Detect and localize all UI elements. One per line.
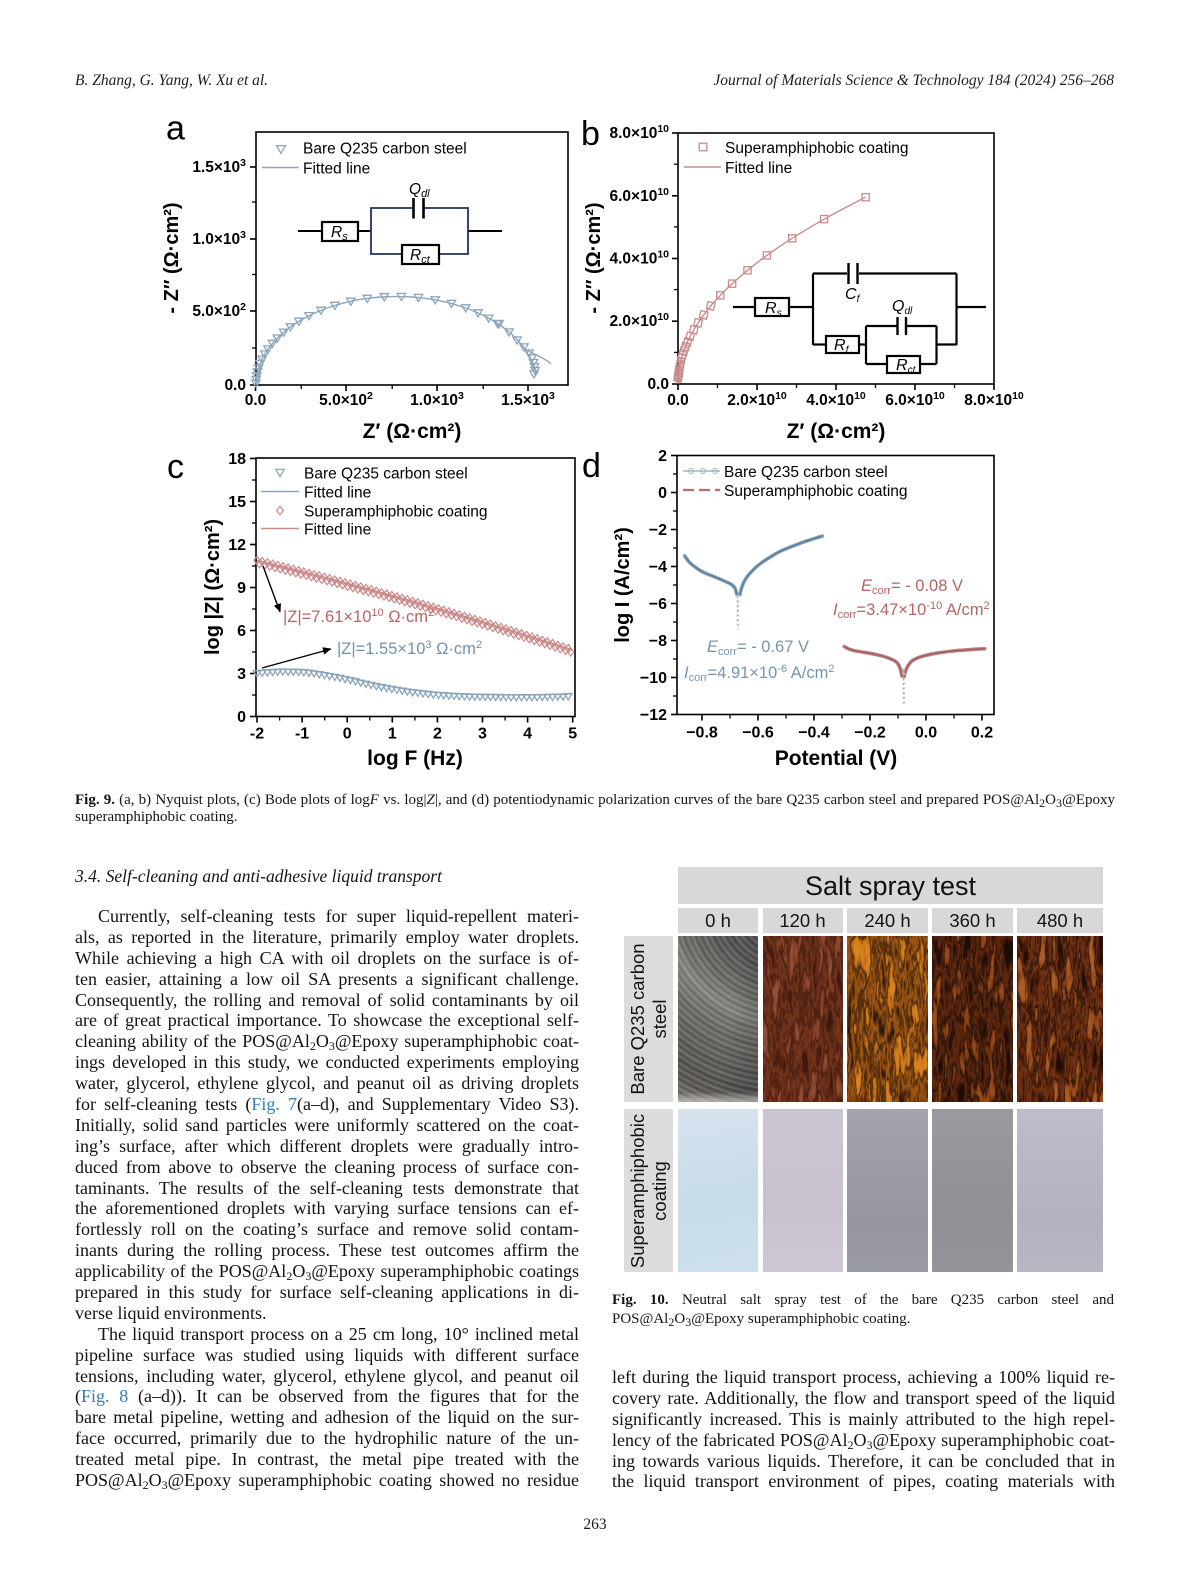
svg-text:0.0: 0.0 bbox=[245, 392, 267, 409]
svg-text:2.0×1010: 2.0×1010 bbox=[727, 390, 787, 409]
svg-text:9: 9 bbox=[237, 580, 246, 597]
svg-text:−0.4: −0.4 bbox=[798, 725, 830, 742]
svg-text:18: 18 bbox=[228, 451, 246, 468]
svg-text:−0.8: −0.8 bbox=[686, 725, 718, 742]
svg-text:0: 0 bbox=[343, 726, 352, 743]
svg-text:−10: −10 bbox=[640, 670, 667, 687]
svg-text:Fitted line: Fitted line bbox=[304, 485, 371, 502]
svg-text:5: 5 bbox=[568, 726, 577, 743]
svg-text:1.5×103: 1.5×103 bbox=[501, 390, 555, 409]
svg-text:15: 15 bbox=[228, 494, 246, 511]
svg-text:Fitted line: Fitted line bbox=[304, 522, 371, 539]
svg-text:2: 2 bbox=[433, 726, 442, 743]
svg-text:-2: -2 bbox=[250, 726, 264, 743]
svg-text:0.0: 0.0 bbox=[224, 377, 246, 394]
svg-text:a: a bbox=[166, 110, 185, 148]
svg-text:Cf: Cf bbox=[845, 286, 861, 305]
svg-text:2.0×1010: 2.0×1010 bbox=[609, 311, 669, 330]
svg-text:−2: −2 bbox=[649, 522, 667, 539]
svg-text:−8: −8 bbox=[649, 633, 667, 650]
svg-text:4.0×1010: 4.0×1010 bbox=[609, 249, 669, 268]
svg-text:−0.6: −0.6 bbox=[742, 725, 774, 742]
svg-text:4.0×1010: 4.0×1010 bbox=[806, 390, 866, 409]
svg-text:Bare Q235 carbon steel: Bare Q235 carbon steel bbox=[303, 141, 467, 158]
svg-text:Z′ (Ω·cm²): Z′ (Ω·cm²) bbox=[363, 420, 462, 443]
svg-text:b: b bbox=[581, 115, 600, 153]
svg-text:0.0: 0.0 bbox=[915, 725, 937, 742]
svg-text:1.5×103: 1.5×103 bbox=[192, 157, 246, 176]
svg-text:5.0×102: 5.0×102 bbox=[319, 390, 373, 409]
svg-text:3: 3 bbox=[237, 666, 246, 683]
svg-text:Ecorr= - 0.67 V: Ecorr= - 0.67 V bbox=[707, 638, 809, 658]
svg-text:−0.2: −0.2 bbox=[854, 725, 886, 742]
svg-text:1: 1 bbox=[388, 726, 397, 743]
svg-text:Fitted line: Fitted line bbox=[303, 161, 370, 178]
svg-text:2: 2 bbox=[658, 448, 667, 465]
svg-text:4: 4 bbox=[523, 726, 532, 743]
svg-text:Qdl: Qdl bbox=[409, 181, 430, 200]
svg-text:|Z|=7.61×1010 Ω·cm2: |Z|=7.61×1010 Ω·cm2 bbox=[283, 607, 434, 626]
svg-text:c: c bbox=[167, 448, 184, 486]
svg-text:Icorr=3.47×10-10 A/cm2: Icorr=3.47×10-10 A/cm2 bbox=[833, 600, 990, 621]
svg-text:0.0: 0.0 bbox=[667, 392, 689, 409]
svg-text:6: 6 bbox=[237, 623, 246, 640]
svg-text:0: 0 bbox=[658, 485, 667, 502]
svg-text:Superamphiphobic coating: Superamphiphobic coating bbox=[304, 504, 488, 521]
svg-text:0: 0 bbox=[237, 709, 246, 726]
svg-text:Qdl: Qdl bbox=[892, 298, 913, 317]
svg-text:6.0×1010: 6.0×1010 bbox=[885, 390, 945, 409]
svg-text:−6: −6 bbox=[649, 596, 667, 613]
svg-text:6.0×1010: 6.0×1010 bbox=[609, 186, 669, 205]
svg-text:Ecorr= - 0.08 V: Ecorr= - 0.08 V bbox=[861, 577, 963, 597]
svg-text:12: 12 bbox=[228, 537, 246, 554]
svg-text:- Z″ (Ω·cm²): - Z″ (Ω·cm²) bbox=[161, 202, 183, 313]
svg-text:Superamphiphobic coating: Superamphiphobic coating bbox=[724, 483, 908, 500]
svg-text:−12: −12 bbox=[640, 707, 667, 724]
svg-text:8.0×1010: 8.0×1010 bbox=[964, 390, 1024, 409]
svg-text:log |Z| (Ω·cm²): log |Z| (Ω·cm²) bbox=[202, 519, 224, 655]
svg-text:8.0×1010: 8.0×1010 bbox=[609, 123, 669, 142]
svg-text:1.0×103: 1.0×103 bbox=[410, 390, 464, 409]
svg-text:|Z|=1.55×103 Ω·cm2: |Z|=1.55×103 Ω·cm2 bbox=[337, 639, 482, 658]
svg-text:−4: −4 bbox=[649, 559, 667, 576]
svg-text:Icorr=4.91×10-6 A/cm2: Icorr=4.91×10-6 A/cm2 bbox=[684, 663, 834, 684]
svg-text:log I (A/cm²): log I (A/cm²) bbox=[612, 527, 634, 643]
svg-text:Superamphiphobic coating: Superamphiphobic coating bbox=[725, 140, 909, 157]
svg-text:d: d bbox=[582, 447, 601, 485]
svg-text:3: 3 bbox=[478, 726, 487, 743]
svg-text:Bare Q235 carbon steel: Bare Q235 carbon steel bbox=[304, 466, 468, 483]
svg-text:Fitted line: Fitted line bbox=[725, 160, 792, 177]
svg-text:0.0: 0.0 bbox=[647, 376, 669, 393]
svg-text:Potential (V): Potential (V) bbox=[775, 747, 898, 770]
svg-text:0.2: 0.2 bbox=[971, 725, 993, 742]
svg-text:-1: -1 bbox=[295, 726, 309, 743]
svg-text:Z′ (Ω·cm²): Z′ (Ω·cm²) bbox=[787, 420, 886, 443]
svg-text:Bare Q235 carbon steel: Bare Q235 carbon steel bbox=[724, 464, 888, 481]
svg-text:5.0×102: 5.0×102 bbox=[192, 301, 246, 320]
svg-text:1.0×103: 1.0×103 bbox=[192, 229, 246, 248]
svg-text:- Z″ (Ω·cm²): - Z″ (Ω·cm²) bbox=[583, 202, 605, 313]
svg-text:log F (Hz): log F (Hz) bbox=[367, 747, 463, 770]
